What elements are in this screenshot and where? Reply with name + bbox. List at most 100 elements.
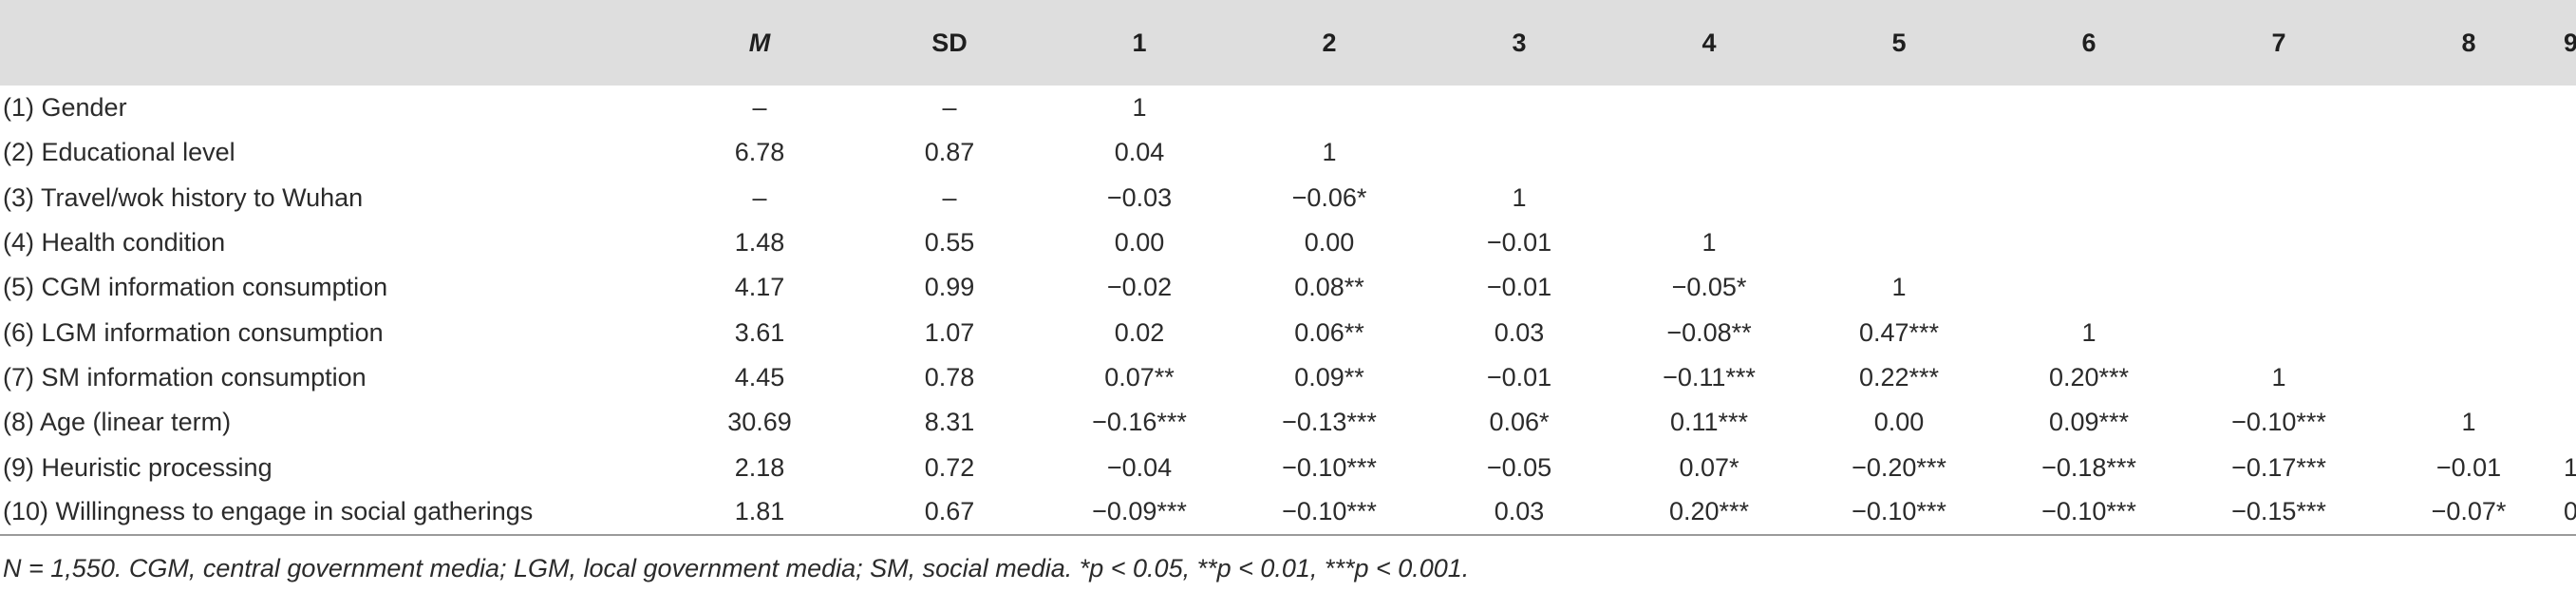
- table-cell: 0.22***: [1858, 362, 1940, 391]
- table-cell: −0.01: [1486, 273, 1552, 302]
- table-cell: [1994, 265, 2184, 310]
- row-label: (5) CGM information consumption: [3, 273, 388, 302]
- table-cell: [2184, 130, 2374, 175]
- table-cell: [1994, 176, 2184, 220]
- table-cell: 0.99: [924, 273, 975, 302]
- row-label: (2) Educational level: [3, 138, 235, 167]
- table-cell: −0.18***: [2041, 452, 2136, 482]
- table-cell: [2374, 176, 2564, 220]
- table-cell: [2564, 130, 2576, 175]
- table-cell: 1: [1891, 273, 1907, 302]
- table-cell: –: [942, 182, 957, 212]
- table-cell: 0.03: [1494, 317, 1545, 347]
- table-cell: 0.04: [1114, 138, 1165, 167]
- table-cell: 0.11***: [1669, 408, 1749, 437]
- table-cell: [1424, 86, 1614, 130]
- table-cell: 1: [1702, 228, 1717, 258]
- table-header: M SD 1 2 3 4 5 6 7 8 9: [0, 0, 2576, 86]
- table-cell: −0.17***: [2231, 452, 2326, 482]
- row-label: (8) Age (linear term): [3, 408, 232, 437]
- table-body: (1) Gender – – 1 (2) Educational level 6.78 0.…: [0, 86, 2576, 536]
- header-cell: 4: [1614, 0, 1804, 86]
- header-cell: SD: [855, 0, 1044, 86]
- table-row: (7) SM information consumption 4.45 0.78 0.…: [0, 355, 2576, 400]
- table-cell: −0.09***: [1044, 489, 1234, 536]
- header-cell-label: [0, 0, 665, 86]
- table-cell: [1614, 130, 1804, 175]
- table-cell: −0.07*: [2374, 489, 2564, 536]
- table-cell: [2564, 220, 2576, 265]
- table-row: (1) Gender – – 1: [0, 86, 2576, 130]
- table-row: (8) Age (linear term) 30.69 8.31 −0.16*** −0…: [0, 400, 2576, 445]
- header-cell: 5: [1804, 0, 1994, 86]
- table-cell: [1424, 130, 1614, 175]
- table-cell: −0.20***: [1852, 452, 1946, 482]
- table-cell: [2374, 130, 2564, 175]
- row-label: (3) Travel/wok history to Wuhan: [3, 182, 364, 212]
- table-cell: −0.05: [1486, 452, 1552, 482]
- table-cell: −0.06*: [1291, 182, 1367, 212]
- table-cell: 0.02: [1114, 317, 1165, 347]
- header-cell: 6: [1994, 0, 2184, 86]
- header-cell: 3: [1424, 0, 1614, 86]
- table-cell: 0.00: [1304, 228, 1355, 258]
- table-cell: –: [942, 93, 957, 123]
- table-cell: [1804, 86, 1994, 130]
- table-cell: 0.06*: [1489, 408, 1550, 437]
- table-cell: 1.48: [734, 228, 785, 258]
- table-cell: 0.09**: [1294, 362, 1364, 391]
- header-cell: M: [665, 0, 855, 86]
- table-cell: −0.10***: [1234, 489, 1424, 536]
- table-cell: –: [752, 182, 767, 212]
- table-cell: 0.07**: [1104, 362, 1175, 391]
- table-cell: 1: [2461, 408, 2476, 437]
- table-cell: −0.10***: [1282, 452, 1377, 482]
- table-cell: 8.31: [924, 408, 975, 437]
- table-cell: −0.01: [2435, 452, 2502, 482]
- table-cell: [2374, 265, 2564, 310]
- table-cell: 0.03: [1424, 489, 1614, 536]
- table-cell: 1: [1322, 138, 1337, 167]
- table-cell: −0.05*: [1671, 273, 1747, 302]
- table-cell: 1: [1132, 93, 1147, 123]
- header-cell: 1: [1044, 0, 1234, 86]
- table-cell: 0.20***: [2048, 362, 2130, 391]
- table-cell: −0.11***: [1663, 362, 1756, 391]
- table-cell: [1994, 220, 2184, 265]
- table-cell: [1804, 220, 1994, 265]
- table-cell: 6.78: [734, 138, 785, 167]
- table-cell: 0.20***: [1614, 489, 1804, 536]
- table-cell: 0.08**: [1294, 273, 1364, 302]
- header-cell: 9: [2564, 0, 2576, 86]
- table-cell: −0.01: [1486, 228, 1552, 258]
- table-cell: 1.81: [665, 489, 855, 536]
- table-cell: [2564, 400, 2576, 445]
- table-cell: [2564, 310, 2576, 354]
- table-cell: −0.10***: [2231, 408, 2326, 437]
- table-cell: −0.03: [1106, 182, 1173, 212]
- table-cell: [2564, 265, 2576, 310]
- table-cell: [2184, 176, 2374, 220]
- table-cell: −0.16***: [1092, 408, 1187, 437]
- table-cell: 0.47***: [1858, 317, 1940, 347]
- table-cell: [2184, 86, 2374, 130]
- table-cell: −0.13***: [1282, 408, 1377, 437]
- table-cell: [2374, 220, 2564, 265]
- table-cell: 4.45: [734, 362, 785, 391]
- table-cell: 0.00: [1114, 228, 1165, 258]
- table-cell: 0.06**: [1294, 317, 1364, 347]
- table-cell: 0.55: [924, 228, 975, 258]
- header-cell: 7: [2184, 0, 2374, 86]
- table-cell: [2564, 176, 2576, 220]
- table-cell: –: [752, 93, 767, 123]
- table-cell: −0.08**: [1666, 317, 1752, 347]
- table-cell: 3.61: [734, 317, 785, 347]
- table-cell: [2374, 355, 2564, 400]
- table-cell: 2.18: [734, 452, 785, 482]
- table-cell: 1.07: [924, 317, 975, 347]
- header-row: M SD 1 2 3 4 5 6 7 8 9: [0, 0, 2576, 86]
- table-row: (9) Heuristic processing 2.18 0.72 −0.04 −0.…: [0, 445, 2576, 489]
- table-cell: 1: [2564, 452, 2576, 482]
- table-cell: 0.78: [924, 362, 975, 391]
- table-row: (3) Travel/wok history to Wuhan – – −0.03 −0…: [0, 176, 2576, 220]
